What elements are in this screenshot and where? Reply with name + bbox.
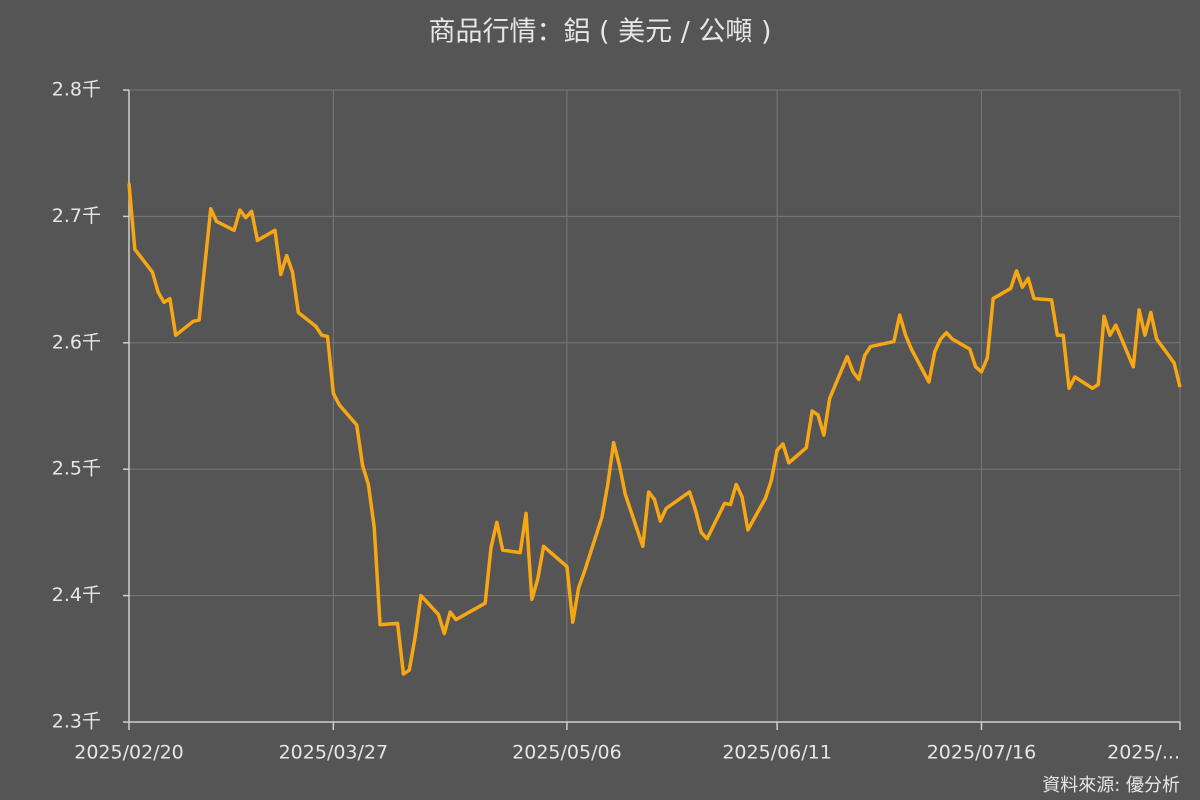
x-tick-label: 2025/06/11 (722, 742, 832, 764)
x-tick-label: 2025/02/20 (74, 742, 184, 764)
y-tick-label: 2.5千 (52, 458, 101, 480)
y-tick-label: 2.8千 (52, 79, 101, 101)
x-tick-label: 2025/03/27 (279, 742, 389, 764)
x-tick-label: 2025/... (1107, 742, 1180, 764)
y-tick-label: 2.4千 (52, 584, 101, 606)
x-tick-label: 2025/05/06 (512, 742, 622, 764)
y-tick-label: 2.3千 (52, 711, 101, 733)
y-tick-label: 2.6千 (52, 331, 101, 353)
x-tick-label: 2025/07/16 (927, 742, 1037, 764)
chart-title: 商品行情：鋁 ( 美元 / 公噸 ) (428, 17, 771, 48)
data-line (127, 183, 1182, 676)
y-tick-label: 2.7千 (52, 205, 101, 227)
source-note: 資料來源: 優分析 (1042, 775, 1180, 796)
